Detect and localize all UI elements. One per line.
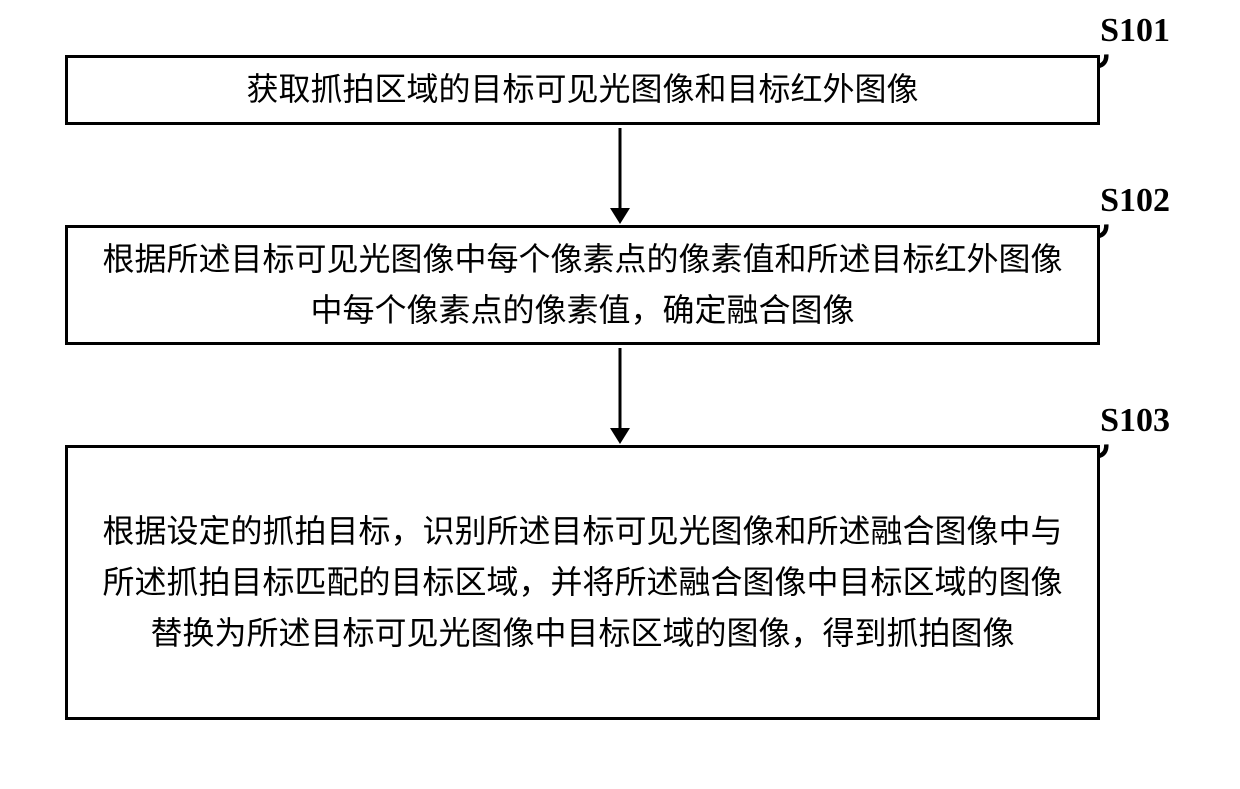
step-box-s102: 根据所述目标可见光图像中每个像素点的像素值和所述目标红外图像中每个像素点的像素值… [65,225,1100,345]
step-box-s103: 根据设定的抓拍目标，识别所述目标可见光图像和所述融合图像中与所述抓拍目标匹配的目… [65,445,1100,720]
arrow-head-1 [610,208,630,224]
step-label-s103: S103 [1100,402,1170,440]
step-box-s101: 获取抓拍区域的目标可见光图像和目标红外图像 [65,55,1100,125]
step-label-s102: S102 [1100,182,1170,220]
step-text-s101: 获取抓拍区域的目标可见光图像和目标红外图像 [246,64,918,115]
step-label-s101: S101 [1100,12,1170,50]
step-text-s102: 根据所述目标可见光图像中每个像素点的像素值和所述目标红外图像中每个像素点的像素值… [88,234,1077,336]
arrow-head-2 [610,428,630,444]
step-text-s103: 根据设定的抓拍目标，识别所述目标可见光图像和所述融合图像中与所述抓拍目标匹配的目… [88,506,1077,660]
arrow-line-1 [619,128,622,208]
arrow-line-2 [619,348,622,428]
flowchart-container: S101 〜 获取抓拍区域的目标可见光图像和目标红外图像 S102 〜 根据所述… [0,0,1240,789]
